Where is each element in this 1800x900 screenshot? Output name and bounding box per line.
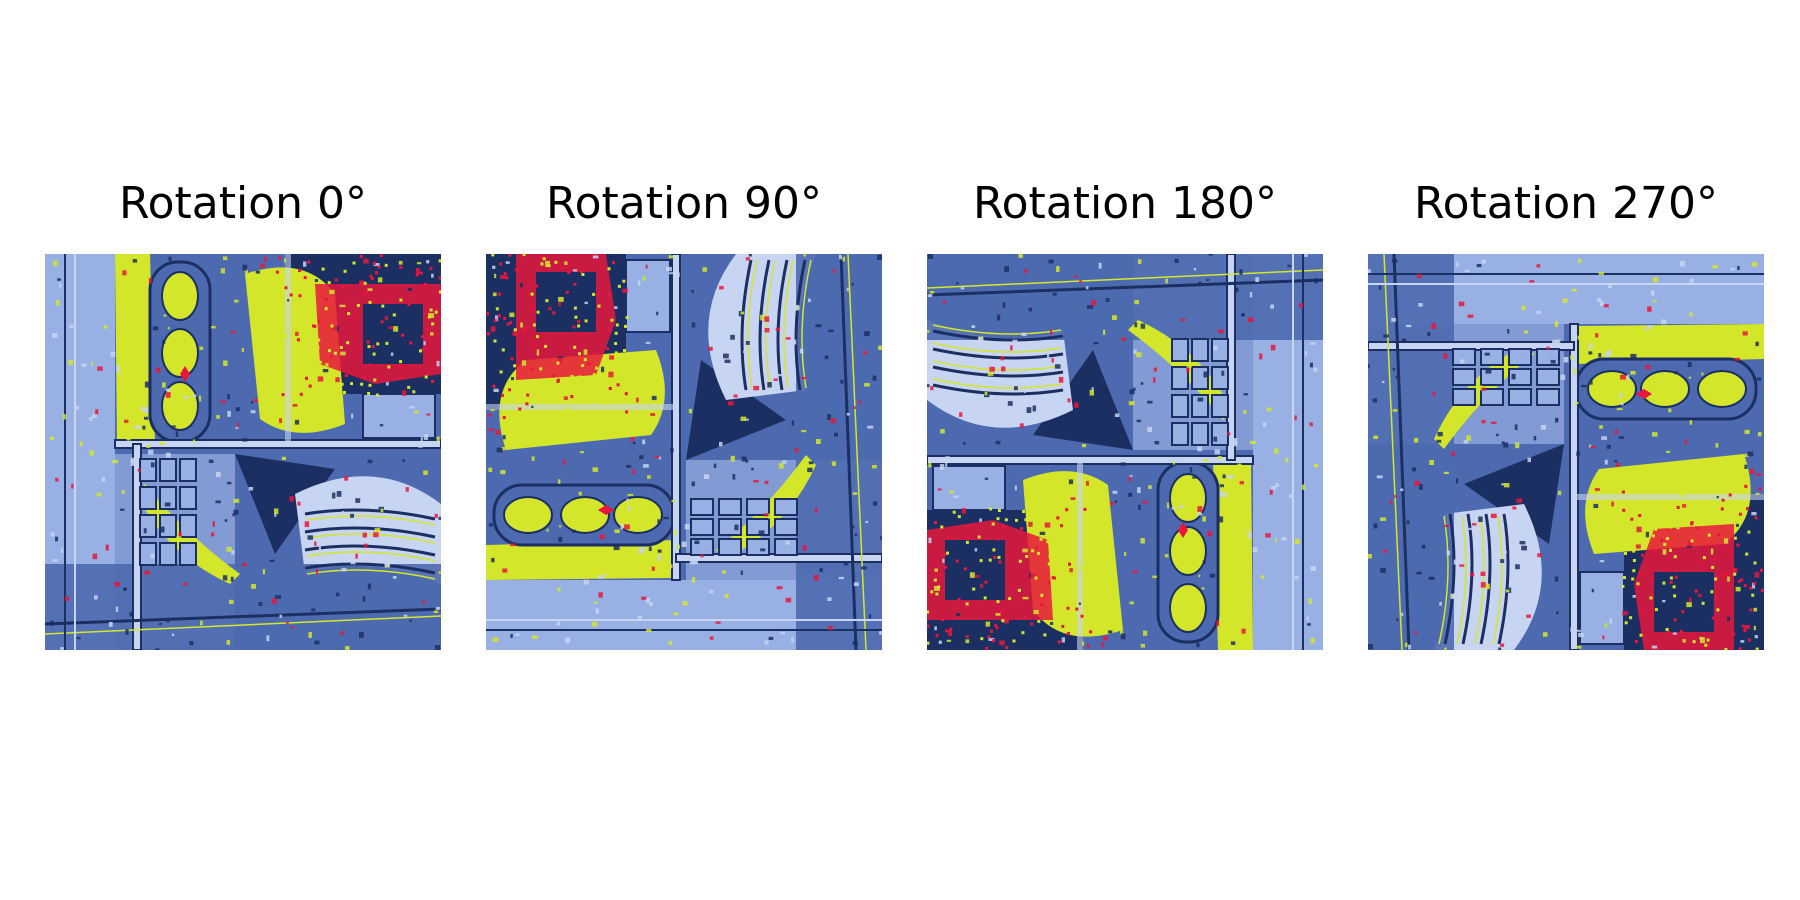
aerial-image	[1368, 254, 1764, 650]
aerial-image	[45, 254, 441, 650]
rotated-image	[1368, 254, 1764, 650]
aerial-image	[927, 254, 1323, 650]
panel-title: Rotation 180°	[973, 178, 1277, 229]
panel-title: Rotation 270°	[1414, 178, 1718, 229]
panel-title: Rotation 0°	[119, 178, 367, 229]
rotated-image	[45, 254, 441, 650]
rotated-image	[927, 254, 1323, 650]
panel-title: Rotation 90°	[546, 178, 822, 229]
rotated-image	[486, 254, 882, 650]
aerial-image	[486, 254, 882, 650]
